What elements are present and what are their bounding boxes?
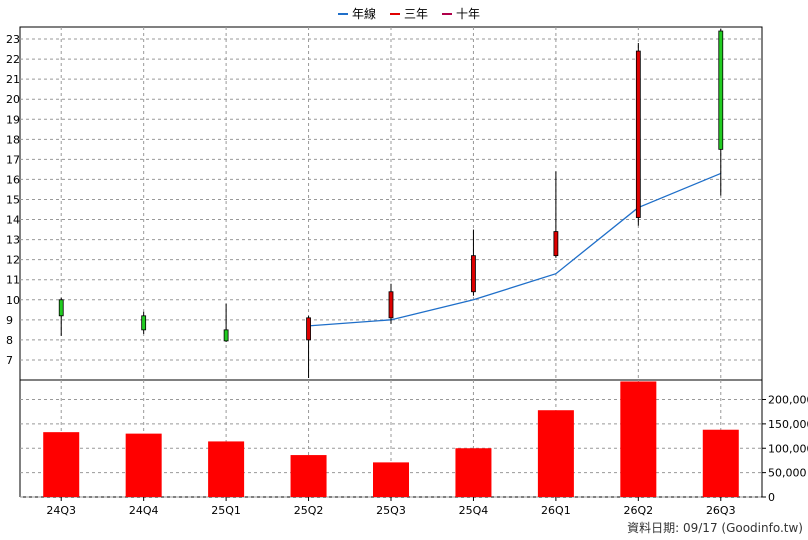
volume-y-tick-label: 100,000: [768, 442, 808, 455]
volume-y-tick-label: 200,000: [768, 394, 808, 407]
volume-y-tick-label: 0: [768, 491, 775, 504]
volume-bar: [125, 433, 162, 497]
legend-label-2: 十年: [456, 7, 480, 21]
x-tick-label: 25Q4: [459, 504, 489, 517]
chart-legend: 年線 三年 十年: [338, 6, 480, 21]
candle-body: [388, 291, 394, 319]
price-y-tick-label: 11: [6, 274, 20, 287]
price-y-tick-label: 8: [6, 334, 13, 347]
volume-bar: [620, 381, 657, 497]
price-y-tick-label: 10: [6, 294, 20, 307]
candle-body: [635, 50, 641, 218]
candle-body: [471, 255, 476, 293]
x-axis: 24Q3 24Q4 25Q1 25Q2 25Q3 25Q4 26Q1 26Q2 26Q3: [46, 497, 736, 517]
price-y-tick-label: 15: [6, 193, 20, 206]
price-y-tick-label: 17: [6, 153, 20, 166]
candle-body: [141, 315, 147, 331]
volume-bar: [702, 429, 739, 497]
volume-y-tick-label: 150,000: [768, 418, 808, 431]
candle-body: [553, 231, 559, 257]
x-tick-label: 24Q4: [129, 504, 159, 517]
price-y-tick-label: 18: [6, 133, 20, 146]
volume-bar: [373, 462, 409, 497]
data-date-footer: 資料日期: 09/17 (Goodinfo.tw): [627, 521, 803, 535]
price-y-tick-label: 21: [6, 73, 20, 86]
volume-bar: [455, 448, 492, 497]
volume-bar: [290, 455, 327, 497]
price-y-tick-label: 22: [6, 53, 20, 66]
price-y-tick-label: 14: [6, 214, 20, 227]
volume-panel: 0 50,000 100,000 150,000 200,000: [19, 380, 808, 504]
volume-bar: [537, 410, 574, 497]
price-y-tick-label: 12: [6, 254, 20, 267]
volume-y-tick-label: 50,000: [768, 467, 807, 480]
candle-body: [306, 317, 311, 341]
candle-body: [58, 299, 64, 317]
price-y-tick-label: 19: [6, 113, 20, 126]
legend-label-1: 三年: [404, 7, 428, 21]
price-y-tick-label: 23: [6, 33, 20, 46]
x-tick-label: 25Q2: [294, 504, 324, 517]
volume-bar: [208, 441, 245, 497]
year-line: [308, 172, 722, 327]
volume-bar: [43, 432, 80, 497]
legend-label-0: 年線: [352, 6, 376, 21]
price-y-tick-label: 16: [6, 173, 20, 186]
x-tick-label: 24Q3: [46, 504, 76, 517]
x-tick-label: 26Q2: [624, 504, 654, 517]
price-panel: 7 8 9 10 11 12 13 14 15 16 17 18 19 20 21 22 23: [6, 26, 763, 381]
price-y-tick-label: 13: [6, 234, 20, 247]
candle-body: [223, 329, 229, 342]
x-tick-label: 26Q3: [706, 504, 736, 517]
price-y-tick-label: 20: [6, 93, 20, 106]
price-y-tick-label: 9: [6, 314, 13, 327]
x-tick-label: 25Q1: [211, 504, 241, 517]
candle-body: [718, 30, 724, 150]
price-y-tick-label: 7: [6, 354, 13, 367]
x-tick-label: 25Q3: [376, 504, 406, 517]
x-tick-label: 26Q1: [541, 504, 571, 517]
